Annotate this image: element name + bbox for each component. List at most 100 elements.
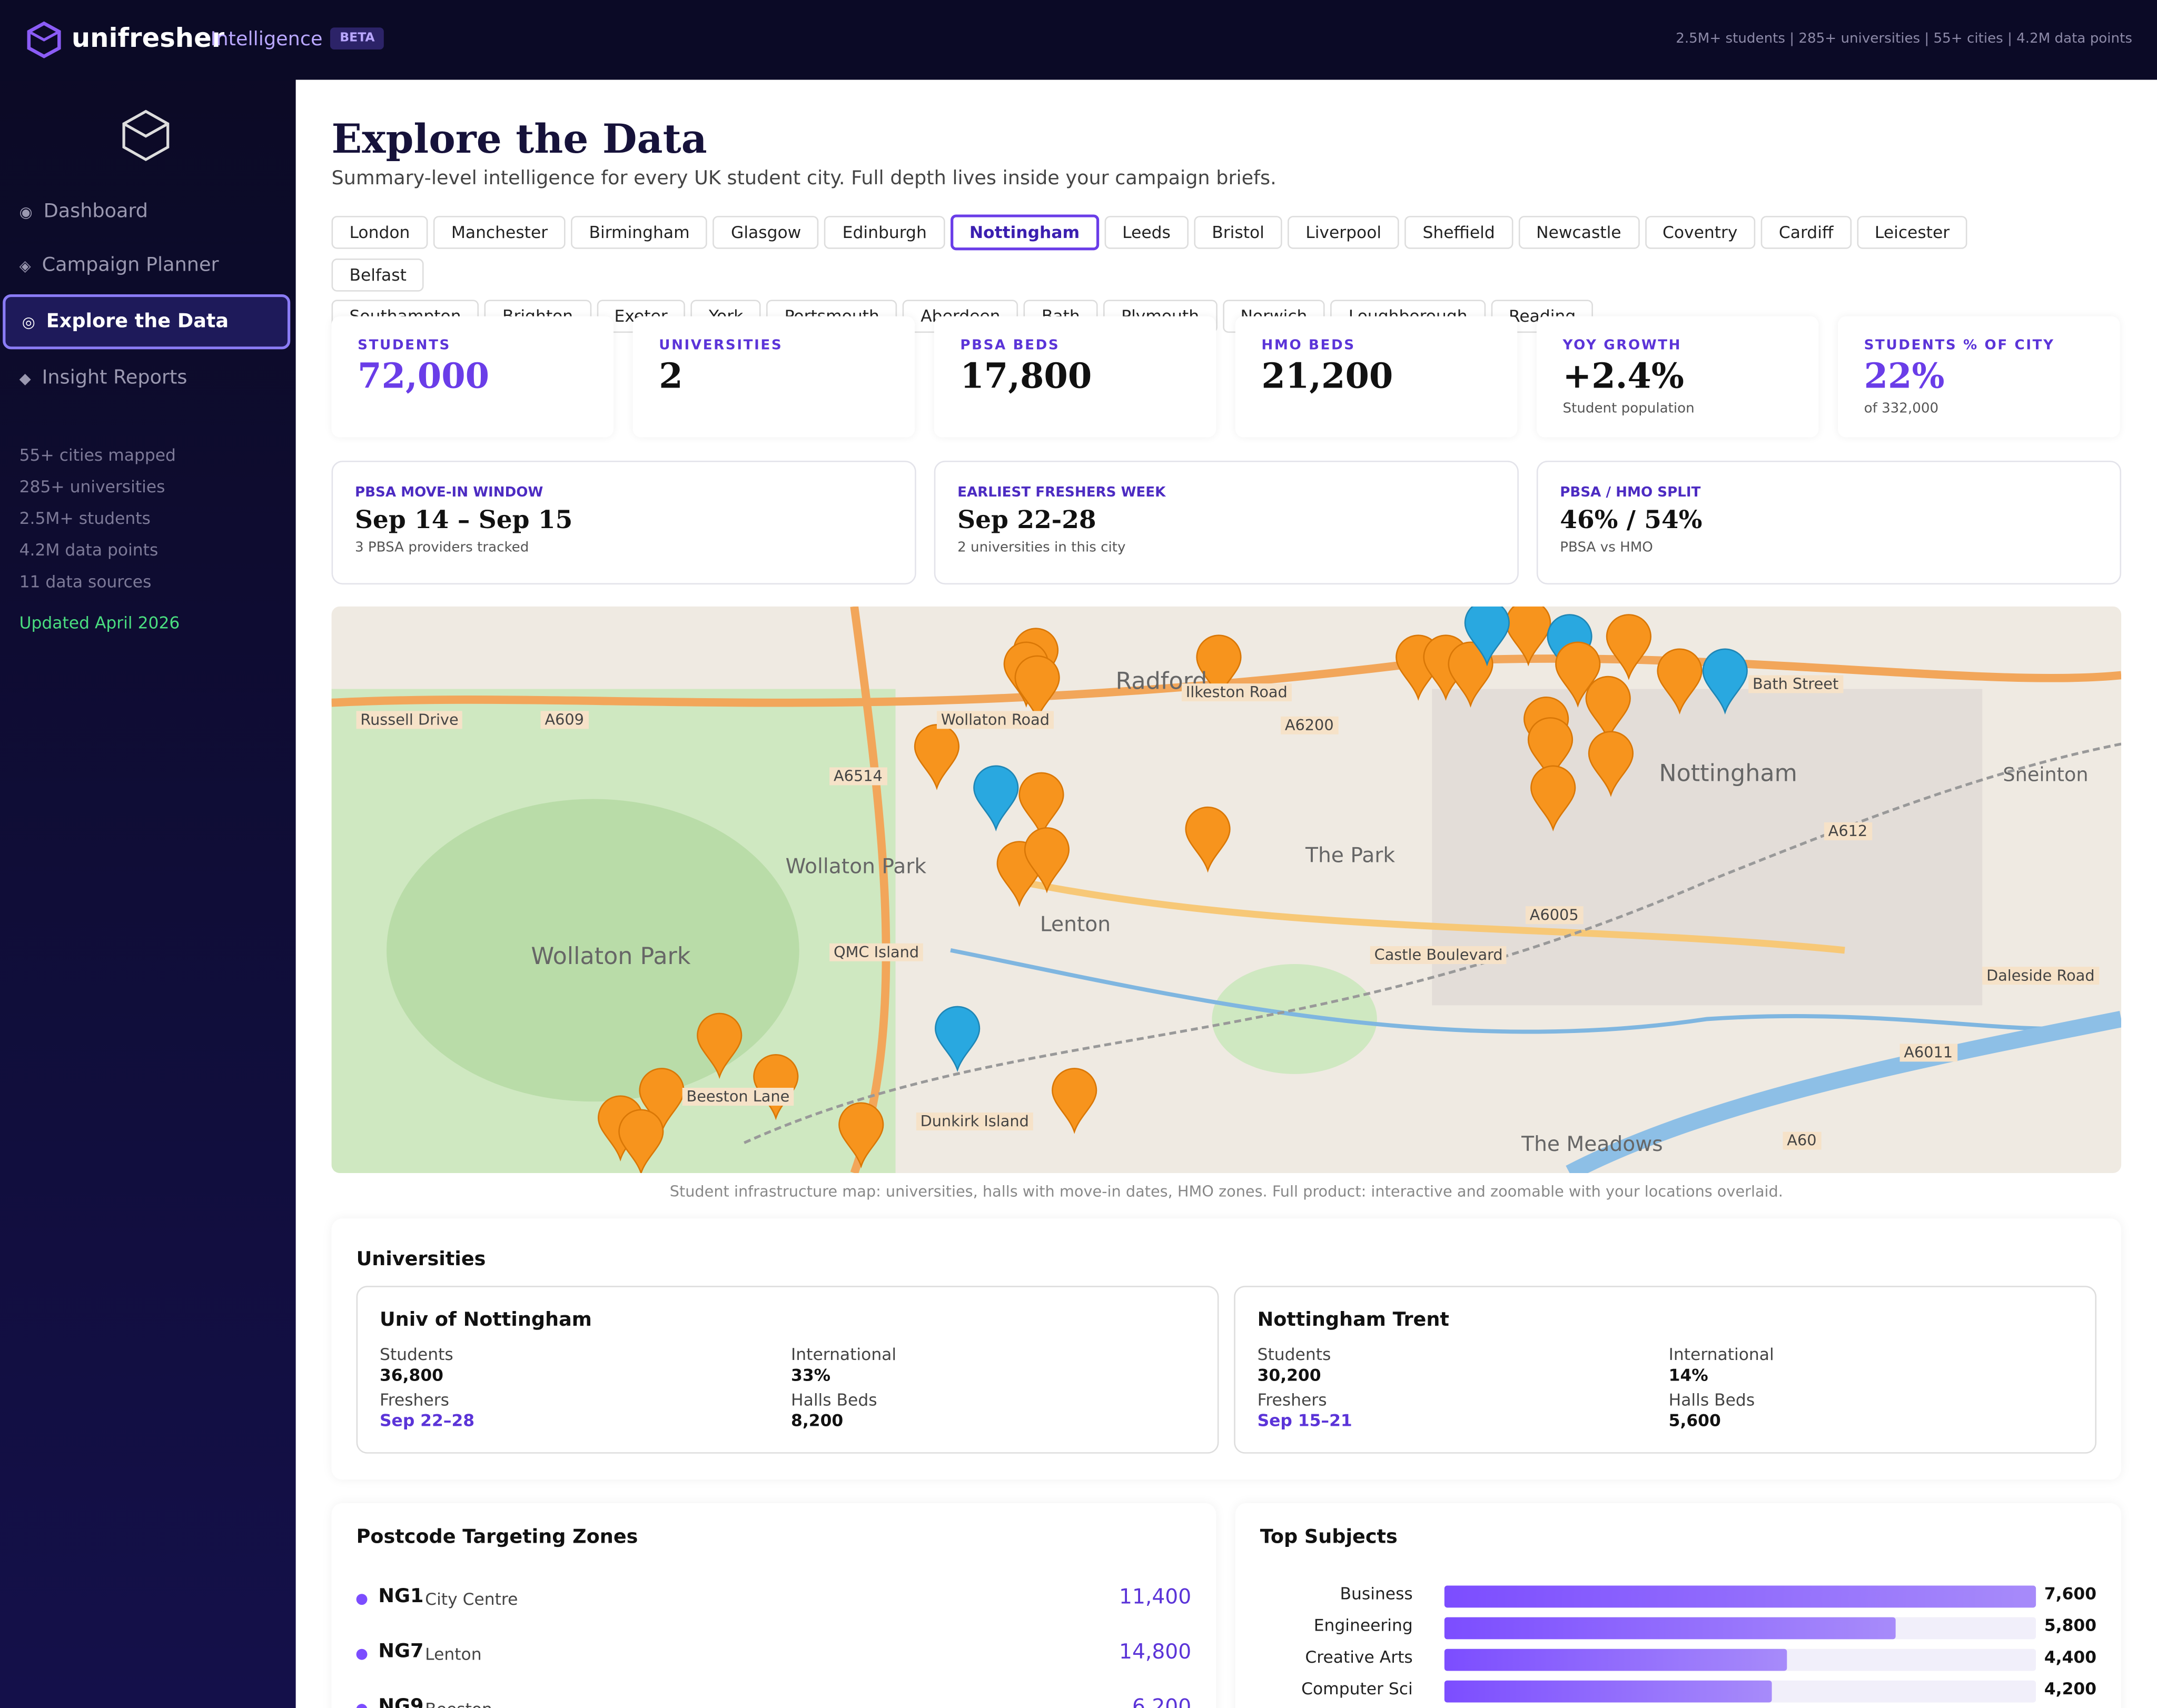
nav-item[interactable]: ◆ Insight Reports: [3, 353, 290, 403]
map-pin[interactable]: [1585, 676, 1631, 742]
city-tab[interactable]: Sheffield: [1404, 216, 1513, 249]
map-pin[interactable]: [973, 765, 1019, 832]
city-tab[interactable]: Cardiff: [1760, 216, 1852, 249]
bullet: [356, 1649, 368, 1660]
kpi-label: STUDENTS % OF CITY: [1864, 338, 2055, 354]
nav-label: Insight Reports: [42, 367, 187, 390]
map-label: Wollaton Park: [531, 943, 691, 971]
card-label: PBSA MOVE-IN WINDOW: [354, 485, 543, 501]
side-stat: 4.2M data points: [19, 540, 159, 560]
kpi-value: 21,200: [1261, 356, 1393, 396]
subject-name: Creative Arts: [1305, 1647, 1413, 1667]
park: [1212, 964, 1377, 1074]
postcodes-panel: Postcode Targeting Zones NG1 City Centre 1…: [331, 1503, 1216, 1708]
subtitle: Summary-level intelligence for every UK …: [331, 167, 1277, 190]
city-tab[interactable]: Newcastle: [1518, 216, 1639, 249]
subject-value: 7,600: [2044, 1584, 2097, 1604]
map-pin[interactable]: [1530, 765, 1576, 832]
city-tab[interactable]: Belfast: [331, 259, 424, 292]
nav-icon: ◆: [19, 369, 31, 388]
kpi-label: HMO BEDS: [1261, 338, 1355, 354]
nav-item[interactable]: ◎ Explore the Data: [3, 294, 291, 350]
map-label: Ilkeston Road: [1181, 683, 1292, 702]
map-pin[interactable]: [1464, 606, 1510, 667]
map-pin[interactable]: [618, 1109, 664, 1173]
nav-icon: ◎: [22, 313, 35, 331]
city-tab[interactable]: Leeds: [1104, 216, 1189, 249]
map-pin[interactable]: [1196, 634, 1242, 701]
map-pin[interactable]: [1606, 614, 1651, 680]
brand: unifresher: [71, 23, 225, 54]
subject-value: 4,200: [2044, 1679, 2097, 1699]
kpi-card: HMO BEDS 21,200: [1235, 316, 1518, 438]
urban: [1432, 689, 1983, 1006]
map-pin[interactable]: [697, 1012, 743, 1079]
map-pin[interactable]: [935, 1006, 981, 1073]
postcode-value: 11,400: [1119, 1584, 1192, 1609]
field-value: 8,200: [791, 1411, 844, 1431]
map-pin[interactable]: [1657, 648, 1703, 715]
bullet: [356, 1594, 368, 1605]
nav-label: Campaign Planner: [42, 254, 219, 276]
map-pin[interactable]: [838, 1102, 884, 1169]
kpi-value: 22%: [1864, 356, 1945, 396]
subject-name: Engineering: [1313, 1616, 1413, 1635]
map-pin[interactable]: [914, 724, 960, 790]
field-value: 33%: [791, 1365, 831, 1385]
map-pin[interactable]: [753, 1054, 799, 1120]
map-label: A6514: [829, 767, 887, 786]
map-pin[interactable]: [1185, 806, 1231, 873]
university-card: Nottingham Trent Students 30,200 Internatio…: [1234, 1286, 2097, 1454]
map-label: A609: [540, 711, 588, 729]
product: Intelligence: [210, 28, 323, 51]
city-tab[interactable]: London: [331, 216, 428, 249]
kpi-card: UNIVERSITIES 2: [632, 316, 915, 438]
map-pin[interactable]: [1448, 641, 1493, 708]
postcode: NG7: [378, 1641, 424, 1663]
header: unifresher Intelligence BETA 2.5M+ stude…: [0, 0, 2157, 80]
kpi-card: STUDENTS % OF CITY 22% of 332,000: [1837, 316, 2120, 438]
kpi-card: YOY GROWTH +2.4% Student population: [1536, 316, 1819, 438]
map-label: Russell Drive: [356, 711, 463, 729]
city-tab[interactable]: Bristol: [1194, 216, 1282, 249]
map-pin[interactable]: [1555, 641, 1601, 708]
main: Explore the Data Summary-level intellige…: [295, 80, 2157, 1708]
info-card: PBSA / HMO SPLIT 46% / 54% PBSA vs HMO: [1536, 460, 2122, 585]
city-tab[interactable]: Edinburgh: [824, 216, 945, 249]
nav-item[interactable]: ◉ Dashboard: [3, 187, 290, 236]
city-tab[interactable]: Glasgow: [713, 216, 819, 249]
map-pin[interactable]: [1018, 772, 1064, 839]
postcode-area: Beeston: [425, 1700, 492, 1708]
map-pin[interactable]: [1014, 655, 1060, 722]
kpi-value: 17,800: [960, 356, 1092, 396]
map-pin[interactable]: [1702, 648, 1748, 715]
kpi-label: STUDENTS: [358, 338, 451, 354]
field-label: Students: [379, 1345, 453, 1365]
map-pin[interactable]: [1024, 827, 1070, 893]
city-tab[interactable]: Coventry: [1645, 216, 1756, 249]
nav-item[interactable]: ◈ Campaign Planner: [3, 241, 290, 290]
subject-name: Computer Sci: [1301, 1679, 1413, 1699]
city-tab[interactable]: Liverpool: [1288, 216, 1400, 249]
field-label: International: [791, 1345, 897, 1365]
city-tab[interactable]: Manchester: [433, 216, 566, 249]
canal: [950, 948, 2122, 1034]
map-pin[interactable]: [1588, 731, 1634, 797]
postcode-value: 14,800: [1119, 1639, 1192, 1664]
info-card: EARLIEST FRESHERS WEEK Sep 22-28 2 univers…: [934, 460, 1519, 585]
park: [387, 799, 799, 1102]
kpi-label: PBSA BEDS: [960, 338, 1060, 354]
bar: [1444, 1585, 2036, 1608]
map-pin[interactable]: [1052, 1068, 1097, 1134]
field-value: 36,800: [379, 1365, 443, 1385]
city-tab[interactable]: Nottingham: [950, 214, 1099, 251]
map-pin[interactable]: [639, 1068, 685, 1134]
field-label: Freshers: [379, 1390, 449, 1410]
map-label: Castle Boulevard: [1370, 946, 1507, 964]
map-pin[interactable]: [1527, 717, 1574, 783]
city-tab[interactable]: Birmingham: [571, 216, 708, 249]
city-tab[interactable]: Leicester: [1856, 216, 1968, 249]
map-label: Sneinton: [2003, 764, 2089, 787]
